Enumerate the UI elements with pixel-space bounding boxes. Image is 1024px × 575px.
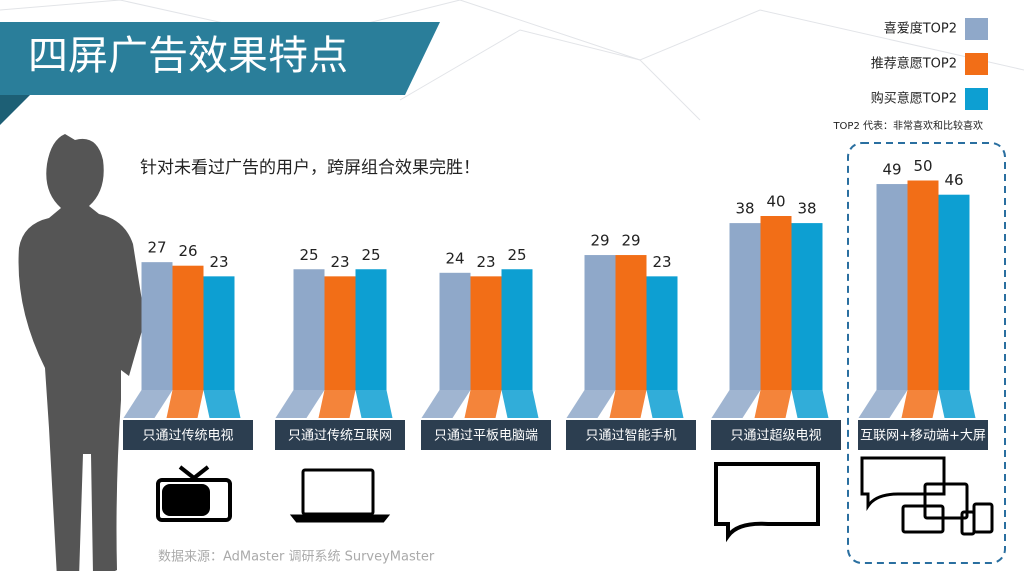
value-label: 25: [361, 246, 380, 264]
bar: [646, 276, 678, 390]
person-silhouette: [18, 134, 145, 575]
bar: [355, 269, 387, 390]
bar: [876, 184, 908, 390]
bar: [938, 194, 970, 390]
devices-icon: [860, 456, 994, 536]
title-banner: [0, 22, 440, 95]
category-label: 只通过传统电视: [142, 429, 233, 444]
bar-floor: [421, 390, 471, 418]
bar-floor: [275, 390, 325, 418]
bar-floor: [355, 390, 393, 418]
category-label: 只通过平板电脑端: [434, 429, 538, 444]
bar-floor: [318, 390, 356, 418]
legend-swatch: [965, 88, 988, 110]
legend-label: 购买意愿TOP2: [871, 91, 957, 107]
big-screen-icon: [714, 462, 820, 543]
category-box: [123, 420, 253, 450]
category-box: [711, 420, 841, 450]
value-label: 23: [652, 253, 671, 271]
value-label: 23: [209, 253, 228, 271]
background-lines: [0, 0, 1024, 121]
value-label: 49: [882, 161, 901, 179]
value-label: 29: [590, 232, 609, 250]
value-label: 38: [797, 200, 816, 218]
bar: [141, 262, 173, 390]
bar: [203, 276, 235, 390]
category-box: [858, 420, 988, 450]
value-label: 27: [147, 239, 166, 257]
category-box: [275, 420, 405, 450]
title: 四屏广告效果特点: [28, 33, 348, 79]
value-label: 25: [507, 246, 526, 264]
category-label: 只通过智能手机: [585, 429, 676, 444]
bar-floor: [901, 390, 939, 418]
value-label: 46: [944, 171, 963, 189]
bar: [615, 255, 647, 390]
bar: [907, 180, 939, 390]
value-label: 29: [621, 232, 640, 250]
bar-floor: [754, 390, 792, 418]
value-label: 24: [445, 249, 464, 267]
legend-note: TOP2 代表：非常喜欢和比较喜欢: [832, 119, 983, 132]
bar: [470, 276, 502, 390]
legend-swatch: [965, 53, 988, 75]
value-label: 25: [299, 246, 318, 264]
bar-floor: [501, 390, 539, 418]
bar-floor: [711, 390, 761, 418]
bar-floor: [566, 390, 616, 418]
bar: [172, 265, 204, 390]
bar-floor: [203, 390, 241, 418]
bar: [324, 276, 356, 390]
bar-floor: [123, 390, 173, 418]
category-label: 只通过传统互联网: [288, 429, 392, 444]
bar: [501, 269, 533, 390]
title-fold: [0, 95, 30, 125]
bar-floor: [464, 390, 502, 418]
value-label: 50: [913, 157, 932, 175]
tv-icon: [156, 465, 232, 522]
category-label: 只通过超级电视: [730, 429, 821, 444]
value-label: 23: [476, 253, 495, 271]
bar-floor: [938, 390, 976, 418]
value-label: 38: [735, 200, 754, 218]
value-label: 26: [178, 242, 197, 260]
highlight-box: [847, 142, 1006, 564]
bar-floor: [166, 390, 204, 418]
category-label: 互联网+移动端+大屏: [860, 429, 986, 444]
bar: [729, 223, 761, 390]
laptop-icon: [289, 468, 391, 523]
category-box: [421, 420, 551, 450]
category-box: [566, 420, 696, 450]
value-label: 40: [766, 193, 785, 211]
bar: [293, 269, 325, 390]
subtitle: 针对未看过广告的用户，跨屏组合效果完胜！: [140, 158, 480, 178]
bar: [439, 272, 471, 390]
source: 数据来源：AdMaster 调研系统 SurveyMaster: [158, 550, 435, 565]
bar: [760, 216, 792, 390]
bar-floor: [858, 390, 908, 418]
legend-swatch: [965, 18, 988, 40]
bar-floor: [609, 390, 647, 418]
value-label: 23: [330, 253, 349, 271]
legend-label: 喜爱度TOP2: [884, 21, 957, 37]
bar: [584, 255, 616, 390]
bar-floor: [791, 390, 829, 418]
legend-label: 推荐意愿TOP2: [871, 56, 957, 72]
bar: [791, 223, 823, 390]
bar-floor: [646, 390, 684, 418]
